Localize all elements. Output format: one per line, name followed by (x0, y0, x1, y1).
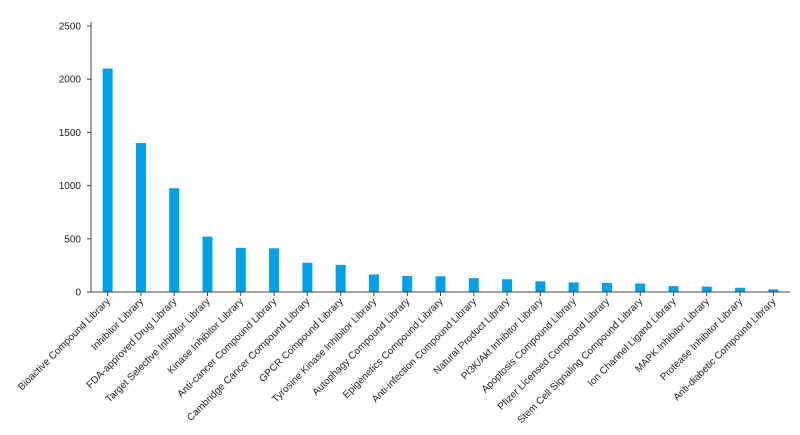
bar (502, 279, 513, 292)
x-category-label: Cambridge Cancer Compound Library (185, 296, 312, 423)
bar (601, 282, 612, 292)
bar (535, 281, 546, 292)
bar (269, 248, 280, 292)
bar (335, 264, 346, 292)
bar (468, 278, 479, 292)
bar (302, 262, 313, 292)
bar (568, 282, 579, 292)
y-axis: 0 500 1000 1500 2000 2500 (59, 22, 92, 299)
bar (768, 289, 779, 292)
y-tick-label: 500 (64, 234, 81, 245)
bar (368, 274, 379, 292)
y-tick-label: 1500 (59, 128, 82, 139)
y-tick-label: 2000 (59, 75, 82, 86)
bar (169, 188, 180, 292)
bar (235, 247, 246, 292)
bar (435, 276, 446, 292)
y-tick-label: 0 (75, 288, 81, 299)
y-tick-label: 1000 (59, 181, 82, 192)
bar (135, 143, 146, 292)
bar (402, 276, 413, 292)
bars (102, 68, 779, 292)
y-tick-label: 2500 (59, 22, 82, 33)
bar (102, 68, 113, 292)
bar (202, 236, 213, 292)
bar (668, 286, 679, 292)
bar (735, 287, 746, 292)
bar (635, 283, 646, 292)
bar (701, 286, 712, 292)
x-category-label: Stem Cell Signaling Compound Library (516, 296, 646, 426)
